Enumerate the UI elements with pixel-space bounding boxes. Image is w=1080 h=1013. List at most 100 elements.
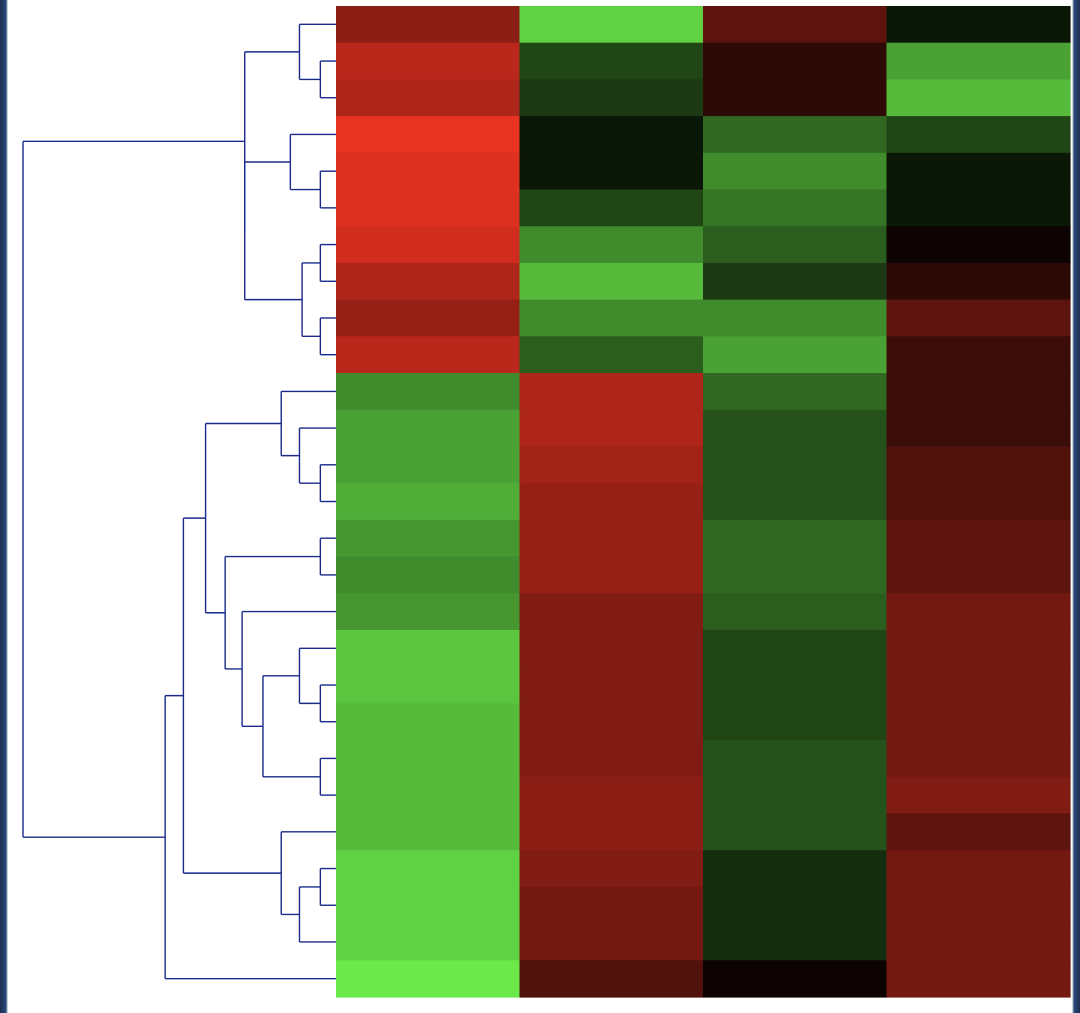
heatmap-cell-r5-c2 [703,189,888,227]
heatmap-cell-r4-c2 [703,152,888,191]
heatmap-cell-r12-c2 [703,446,888,484]
heatmap-cell-r9-c0 [336,336,521,374]
heatmap-cell-r0-c2 [703,6,888,44]
heatmap-cell-r18-c2 [703,666,888,704]
heatmap-cell-r23-c3 [886,850,1071,888]
heatmap-cell-r23-c1 [519,850,704,888]
heatmap-cell-r16-c1 [519,593,704,631]
heatmap-cell-r18-c0 [336,666,521,704]
heatmap-cell-r24-c2 [703,886,888,925]
heatmap-cell-r19-c3 [886,703,1071,741]
heatmap-cell-r8-c3 [886,299,1071,337]
heatmap-cell-r26-c0 [336,960,521,998]
heatmap-cell-r11-c2 [703,409,888,448]
heatmap-cell-r15-c2 [703,556,888,594]
heatmap-cell-r0-c3 [886,6,1071,44]
heatmap-cell-r3-c0 [336,116,521,154]
heatmap-cell-r22-c2 [703,813,888,851]
heatmap-cell-r4-c3 [886,152,1071,191]
heatmap-cell-r8-c0 [336,299,521,337]
heatmap-cell-r13-c0 [336,483,521,521]
heatmap-cell-r1-c3 [886,42,1071,80]
heatmap-cell-r23-c2 [703,850,888,888]
heatmap-cell-r4-c0 [336,152,521,191]
heatmap-cell-r17-c1 [519,629,704,668]
heatmap-cell-r18-c1 [519,666,704,704]
heatmap-cell-r22-c3 [886,813,1071,851]
heatmap-cell-r19-c0 [336,703,521,741]
heatmap-cell-r20-c0 [336,740,521,778]
heatmap-cell-r13-c3 [886,483,1071,521]
heatmap-cell-r16-c2 [703,593,888,631]
heatmap-cell-r19-c1 [519,703,704,741]
heatmap-cell-r2-c3 [886,79,1071,117]
heatmap-cell-r10-c1 [519,373,704,411]
heatmap-cell-r14-c1 [519,519,704,558]
heatmap-cell-r3-c2 [703,116,888,154]
heatmap-cell-r15-c3 [886,556,1071,594]
heatmap-cell-r2-c2 [703,79,888,117]
heatmap-cell-r0-c0 [336,6,521,44]
heatmap-cell-r25-c3 [886,923,1071,961]
heatmap-cell-r21-c1 [519,776,704,815]
heatmap-cell-r18-c3 [886,666,1071,704]
heatmap-cell-r7-c2 [703,262,888,301]
heatmap-cell-r21-c2 [703,776,888,815]
heatmap-cell-r24-c0 [336,886,521,925]
heatmap-cell-r10-c3 [886,373,1071,411]
heatmap-cell-r20-c2 [703,740,888,778]
heatmap-cell-r6-c0 [336,226,521,264]
heatmap-cell-r12-c3 [886,446,1071,484]
heatmap-cell-r8-c2 [703,299,888,337]
heatmap-cell-r1-c0 [336,42,521,80]
heatmap-cell-r25-c2 [703,923,888,961]
heatmap-cell-r22-c1 [519,813,704,851]
heatmap-cell-r17-c0 [336,629,521,668]
heatmap-cell-r20-c3 [886,740,1071,778]
heatmap-cell-r7-c0 [336,262,521,301]
heatmap-cell-r6-c2 [703,226,888,264]
heatmap-cell-r25-c0 [336,923,521,961]
heatmap-cell-r5-c1 [519,189,704,227]
heatmap-cell-r15-c1 [519,556,704,594]
heatmap-cell-r12-c1 [519,446,704,484]
heatmap-cell-r7-c1 [519,262,704,301]
heatmap-cell-r15-c0 [336,556,521,594]
heatmap-cell-r3-c1 [519,116,704,154]
heatmap-cell-r14-c3 [886,519,1071,558]
heatmap-cell-r10-c0 [336,373,521,411]
heatmap-cell-r14-c2 [703,519,888,558]
heatmap-cell-r21-c3 [886,776,1071,815]
heatmap-cell-r14-c0 [336,519,521,558]
heatmap-cell-r6-c1 [519,226,704,264]
heatmap-cell-r21-c0 [336,776,521,815]
heatmap-cell-r3-c3 [886,116,1071,154]
heatmap-cell-r8-c1 [519,299,704,337]
heatmap-cell-r17-c2 [703,629,888,668]
heatmap-cell-r4-c1 [519,152,704,191]
heatmap-cell-r17-c3 [886,629,1071,668]
heatmap-cell-r13-c1 [519,483,704,521]
heatmap-cell-r2-c0 [336,79,521,117]
heatmap-cell-r0-c1 [519,6,704,44]
heatmap-cell-r24-c3 [886,886,1071,925]
heatmap-cell-r10-c2 [703,373,888,411]
heatmap-cell-r13-c2 [703,483,888,521]
heatmap-cell-r16-c0 [336,593,521,631]
heatmap-cell-r11-c1 [519,409,704,448]
heatmap-cell-r20-c1 [519,740,704,778]
heatmap-cell-r24-c1 [519,886,704,925]
heatmap-cell-r11-c3 [886,409,1071,448]
heatmap-cell-r2-c1 [519,79,704,117]
heatmap-cell-r5-c0 [336,189,521,227]
heatmap-cell-r9-c3 [886,336,1071,374]
heatmap-cell-r5-c3 [886,189,1071,227]
heatmap-cell-r7-c3 [886,262,1071,301]
heatmap-cell-r16-c3 [886,593,1071,631]
heatmap-cell-r1-c2 [703,42,888,80]
heatmap-chart [22,6,1071,998]
heatmap-cell-r11-c0 [336,409,521,448]
heatmap-figure [8,0,1072,1005]
heatmap-cell-r9-c1 [519,336,704,374]
row-dendrogram [22,23,336,980]
